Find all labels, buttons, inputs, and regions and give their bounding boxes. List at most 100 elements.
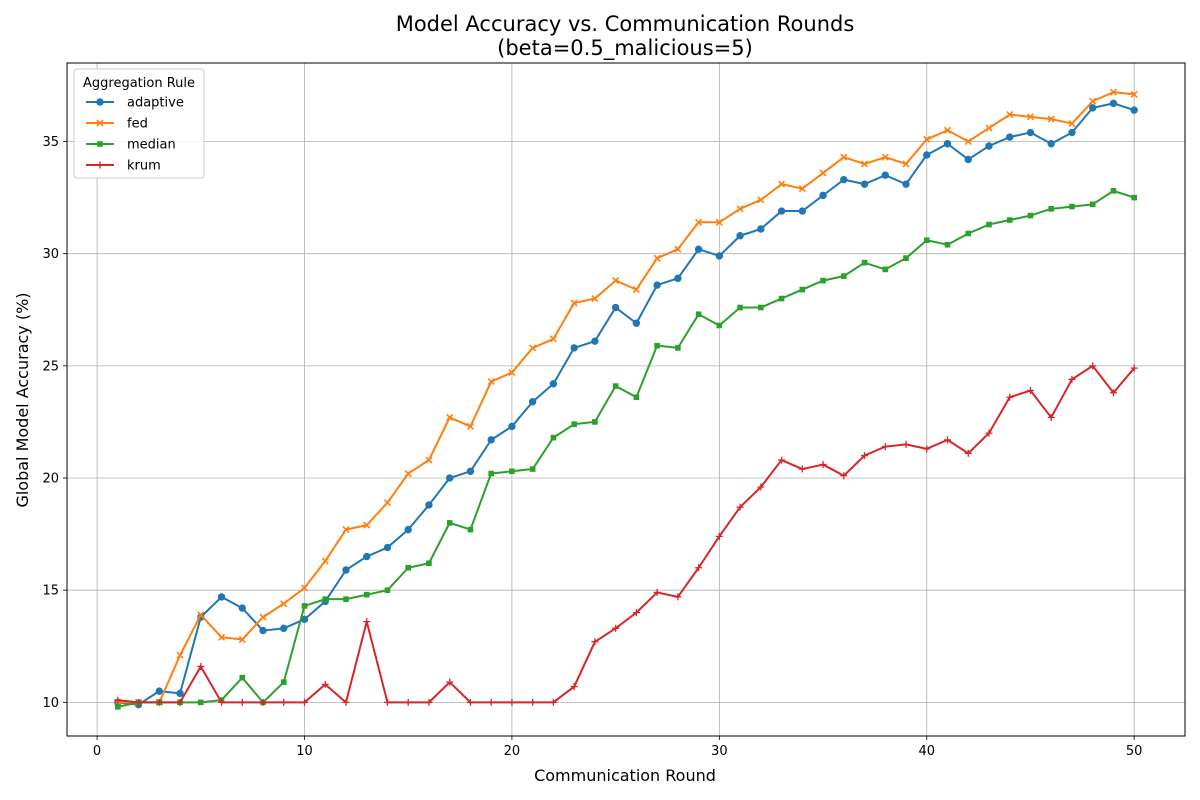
data-point-fed	[653, 254, 661, 262]
legend-marker-adaptive	[96, 98, 104, 106]
data-point-krum	[549, 698, 557, 706]
data-point-adaptive	[280, 624, 288, 633]
data-point-median	[612, 383, 619, 389]
data-point-fed	[881, 153, 889, 161]
data-point-fed	[217, 633, 226, 641]
data-point-adaptive	[860, 180, 869, 188]
data-point-adaptive	[611, 303, 620, 312]
data-point-krum	[218, 698, 226, 706]
data-point-median	[1006, 217, 1013, 223]
data-point-median	[882, 266, 889, 273]
legend-item-adaptive: adaptive	[86, 96, 184, 111]
data-point-krum	[466, 698, 474, 706]
data-point-median	[571, 421, 577, 427]
data-point-adaptive	[674, 274, 682, 283]
data-point-median	[654, 342, 660, 349]
data-point-krum	[923, 445, 931, 453]
data-point-fed	[985, 124, 993, 132]
data-point-fed	[259, 613, 267, 621]
data-point-fed	[342, 526, 350, 534]
data-point-krum	[757, 483, 765, 491]
data-point-adaptive	[259, 626, 267, 635]
data-point-fed	[176, 651, 184, 659]
x-tick-label: 40	[918, 744, 935, 759]
data-point-adaptive	[155, 687, 164, 695]
data-point-fed	[715, 218, 723, 226]
data-point-median	[280, 679, 287, 685]
series-median	[115, 188, 1137, 710]
data-point-adaptive	[508, 422, 516, 431]
x-tick-label: 10	[296, 744, 313, 759]
data-point-median	[115, 704, 121, 710]
data-point-adaptive	[1088, 104, 1097, 112]
data-point-fed	[529, 344, 537, 352]
plot-frame	[66, 62, 1186, 737]
data-point-adaptive	[1047, 140, 1055, 148]
data-point-median	[301, 603, 308, 609]
data-point-adaptive	[964, 155, 972, 164]
legend-title: Aggregation Rule	[83, 76, 195, 91]
data-point-adaptive	[445, 474, 454, 482]
y-axis: 10 15 20 25 30 35	[42, 135, 67, 711]
data-point-median	[1048, 206, 1055, 212]
data-point-median	[965, 230, 972, 237]
data-point-krum	[1109, 389, 1117, 397]
data-point-krum	[736, 503, 744, 511]
data-point-median	[197, 699, 204, 706]
data-point-median	[343, 596, 349, 602]
series-fed	[114, 88, 1138, 706]
series-line-fed	[117, 91, 1135, 704]
data-point-fed	[798, 185, 806, 193]
data-point-krum	[840, 472, 848, 480]
data-point-krum	[778, 456, 786, 464]
series-line-median	[117, 189, 1135, 708]
data-point-median	[405, 564, 412, 571]
data-point-adaptive	[1026, 128, 1035, 137]
data-point-adaptive	[757, 225, 765, 233]
data-point-krum	[1068, 375, 1076, 383]
x-tick-label: 50	[1126, 744, 1143, 759]
legend-item-fed: fed	[86, 117, 148, 132]
data-point-fed	[300, 584, 309, 592]
data-point-median	[820, 277, 826, 284]
data-point-fed	[197, 611, 205, 619]
data-point-krum	[632, 609, 640, 617]
data-point-krum	[964, 449, 972, 457]
data-point-fed	[902, 160, 910, 168]
data-point-fed	[819, 169, 827, 177]
data-point-krum	[695, 564, 703, 572]
data-point-krum	[300, 698, 308, 706]
data-point-krum	[715, 532, 723, 540]
data-point-krum	[944, 436, 952, 444]
data-point-median	[529, 466, 536, 472]
data-point-krum	[1089, 362, 1097, 370]
data-point-krum	[155, 698, 163, 706]
data-point-fed	[549, 335, 557, 343]
y-tick-label: 20	[42, 472, 59, 487]
data-point-adaptive	[383, 543, 392, 552]
data-point-fed	[964, 137, 972, 146]
data-point-krum	[280, 698, 288, 706]
legend: Aggregation Rule adaptive fed median krum	[73, 68, 205, 179]
data-point-krum	[570, 683, 578, 691]
data-point-krum	[612, 624, 620, 632]
data-point-adaptive	[342, 566, 350, 574]
data-point-median	[758, 304, 764, 311]
data-point-adaptive	[1068, 128, 1076, 137]
data-point-median	[488, 470, 494, 477]
data-point-median	[322, 596, 329, 602]
data-point-median	[426, 560, 432, 567]
data-point-fed	[570, 299, 578, 307]
data-point-fed	[736, 205, 744, 213]
data-point-adaptive	[694, 245, 703, 253]
data-point-median	[363, 591, 370, 598]
data-point-krum	[176, 698, 184, 706]
data-point-median	[903, 255, 909, 261]
data-point-krum	[881, 443, 889, 451]
legend-label: adaptive	[127, 96, 184, 111]
data-point-fed	[1130, 90, 1138, 98]
data-point-adaptive	[840, 175, 848, 184]
data-point-adaptive	[591, 337, 599, 345]
data-point-adaptive	[902, 180, 910, 188]
data-point-fed	[238, 635, 246, 644]
